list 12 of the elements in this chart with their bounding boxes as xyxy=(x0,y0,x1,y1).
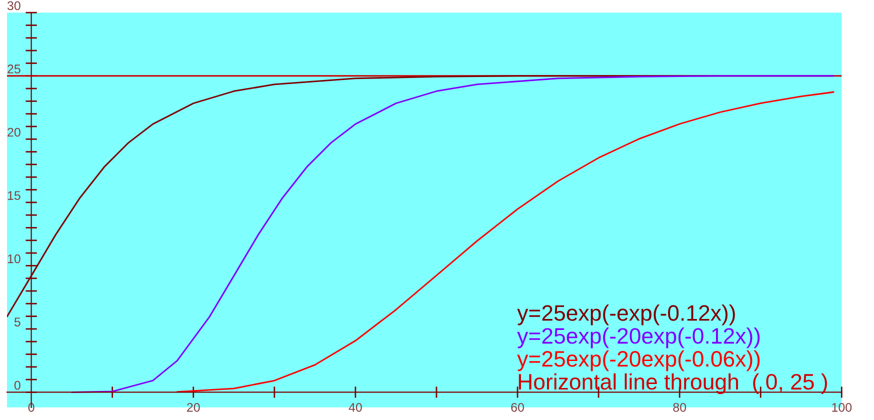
text: y=25exp(-20exp(-0.12x)) xyxy=(517,327,760,348)
y-tick-label: 5 xyxy=(14,318,20,326)
text: y=25exp(-20exp(-0.06x)) xyxy=(517,350,760,372)
y-tick-label: 25 xyxy=(8,64,20,74)
x-tick-label: 100 xyxy=(832,402,852,412)
ref-line-label: Horizontal line through ( 0, 25 ) xyxy=(518,373,827,394)
y-tick-label: 15 xyxy=(8,191,20,200)
y-tick-label: 20 xyxy=(8,128,20,137)
y-tick-label: 0 xyxy=(14,380,20,390)
y-tick-label: 30 xyxy=(7,1,20,10)
text: y=25exp(-exp(-0.12x)) xyxy=(517,304,735,326)
y-tick-label: 10 xyxy=(8,254,20,264)
